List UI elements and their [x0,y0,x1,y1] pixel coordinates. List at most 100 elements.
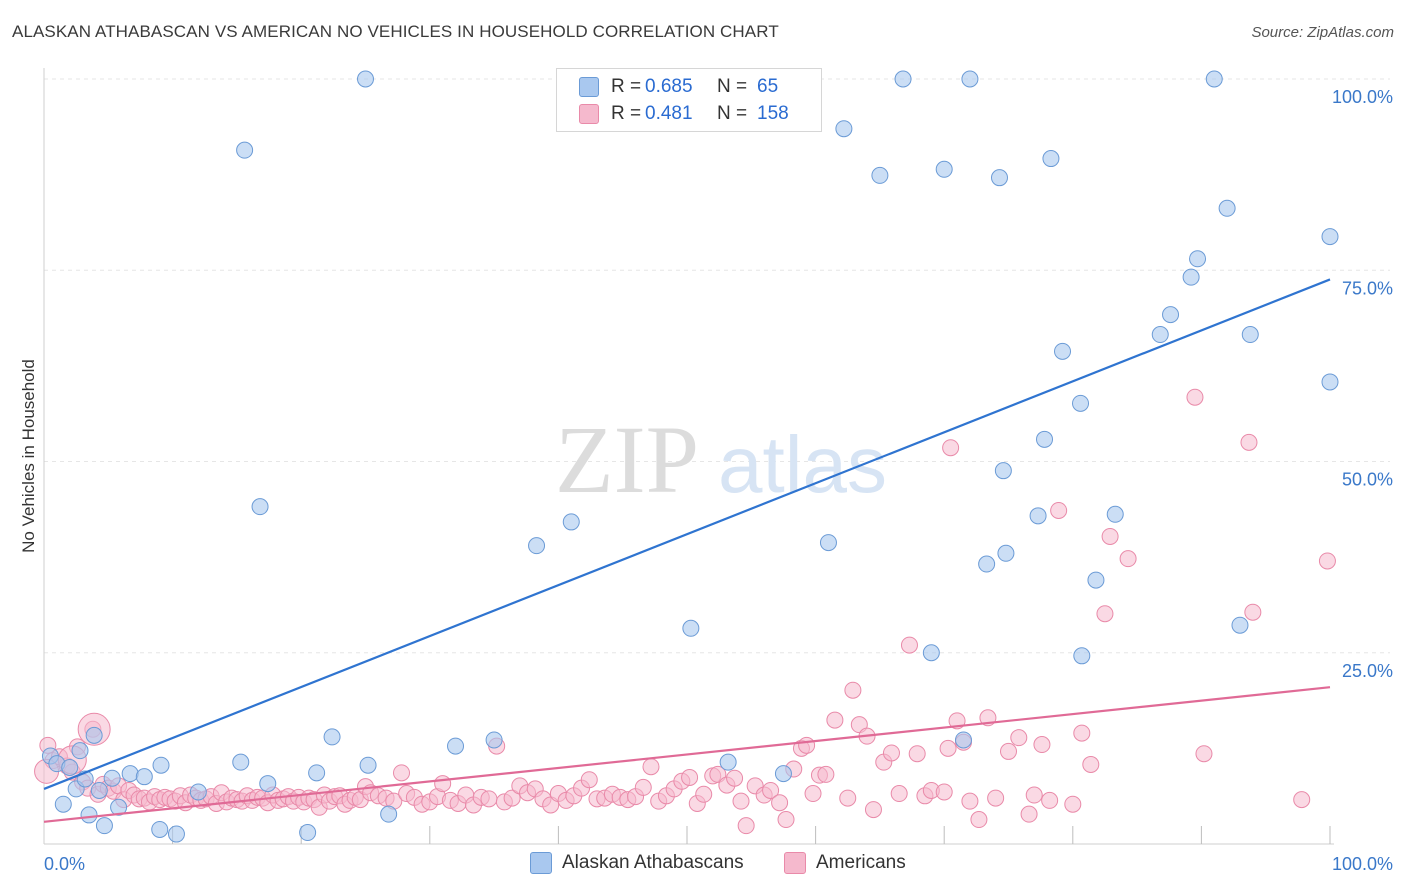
american-point [817,765,835,783]
athabascan-point [236,141,254,159]
athabascan-point [121,765,139,783]
watermark-zip: ZIP [555,406,699,513]
tick-labels: 25.0% 50.0% 75.0% 100.0% 0.0% 100.0% [44,87,1393,874]
athabascan-point [1205,70,1223,88]
y-axis-title: No Vehicles in Household [19,359,38,553]
athabascan-point [95,817,113,835]
american-point [1195,745,1213,763]
american-point [1244,603,1262,621]
athabascan-point [1241,326,1259,344]
athabascan-point [323,728,341,746]
american-point [1096,605,1114,623]
chart-title: ALASKAN ATHABASCAN VS AMERICAN NO VEHICL… [12,22,779,41]
american-point [882,744,900,762]
athabascan-point [380,805,398,823]
american-point [987,789,1005,807]
american-point [634,778,652,796]
athabascan-point [954,731,972,749]
athabascan-point [894,70,912,88]
americans-points [34,388,1336,835]
athabascan-point [90,781,108,799]
athabascan-point [719,753,737,771]
source-label: Source: ZipAtlas.com [1251,24,1394,41]
athabascan-point [103,769,121,787]
athabascan-point [447,737,465,755]
athabascan-point [1162,306,1180,324]
athabascan-point [990,169,1008,187]
athabascan-point [871,166,889,184]
athabascan-point [71,742,89,760]
american-point [804,785,822,803]
athabascan-point [835,120,853,138]
athabascan-point [1151,326,1169,344]
american-point [1000,742,1017,760]
american-point [434,775,452,793]
american-point [737,817,755,835]
athabascan-point [978,555,996,573]
athabascan-point [135,768,153,786]
athabascan-point [961,70,979,88]
athabascan-point [1073,647,1091,665]
legend-n-value: 65 [757,76,779,97]
x-tick-label: 100.0% [1332,854,1393,874]
athabascan-point [85,726,103,744]
american-point [1186,388,1204,406]
legend-swatch-blue [579,77,599,97]
american-point [1020,805,1038,823]
athabascan-point [308,764,326,782]
american-point [939,739,957,757]
athabascans-trend-line [43,278,1331,790]
american-point [826,711,844,729]
athabascan-point [1231,616,1249,634]
legend-row-athabascans: R = 0.685 N = 65 [579,75,829,99]
american-point [771,794,789,812]
american-point [1119,550,1137,568]
american-point [1010,729,1028,747]
american-point [1025,786,1043,804]
american-point [961,792,979,810]
bottom-legend-athabascans: Alaskan Athabascans [530,852,744,874]
athabascan-point [997,544,1015,562]
american-point [762,781,780,799]
american-point [1101,527,1119,545]
athabascan-point [1321,373,1339,391]
american-point [864,801,882,819]
athabascan-point [1042,150,1060,168]
americans-trend-line [43,686,1331,823]
american-point [1073,724,1091,742]
athabascan-point [562,513,580,531]
athabascan-point [994,462,1012,480]
american-point [695,785,713,803]
legend-box: R = 0.685 N = 65 R = 0.481 N = 158 [556,68,822,132]
athabascan-point [80,806,98,824]
american-point [1064,795,1082,813]
american-point [908,745,926,763]
american-point [839,789,857,807]
american-point [890,785,908,803]
american-point [1240,433,1258,451]
american-point [1293,791,1311,809]
athabascan-point [110,798,128,816]
y-tick-label: 50.0% [1342,470,1393,490]
athabascan-point [1321,228,1339,246]
athabascan-point [251,498,269,516]
american-point [580,771,598,789]
american-point [642,758,660,776]
american-point [732,792,750,810]
bottom-legend-label-athabascans: Alaskan Athabascans [562,852,744,873]
athabascan-point [151,820,169,838]
watermark-atlas: atlas [718,420,887,509]
american-point [503,789,521,807]
american-point [1082,755,1100,773]
trend-lines [43,278,1331,823]
y-tick-label: 25.0% [1342,661,1393,681]
gridlines [44,78,1390,654]
athabascan-point [1029,507,1047,525]
athabascan-point [259,775,277,793]
athabascan-point [1182,268,1200,286]
american-point [681,768,699,786]
american-point [1041,791,1059,809]
legend-r-value: 0.685 [645,76,693,97]
athabascan-point [485,731,503,749]
